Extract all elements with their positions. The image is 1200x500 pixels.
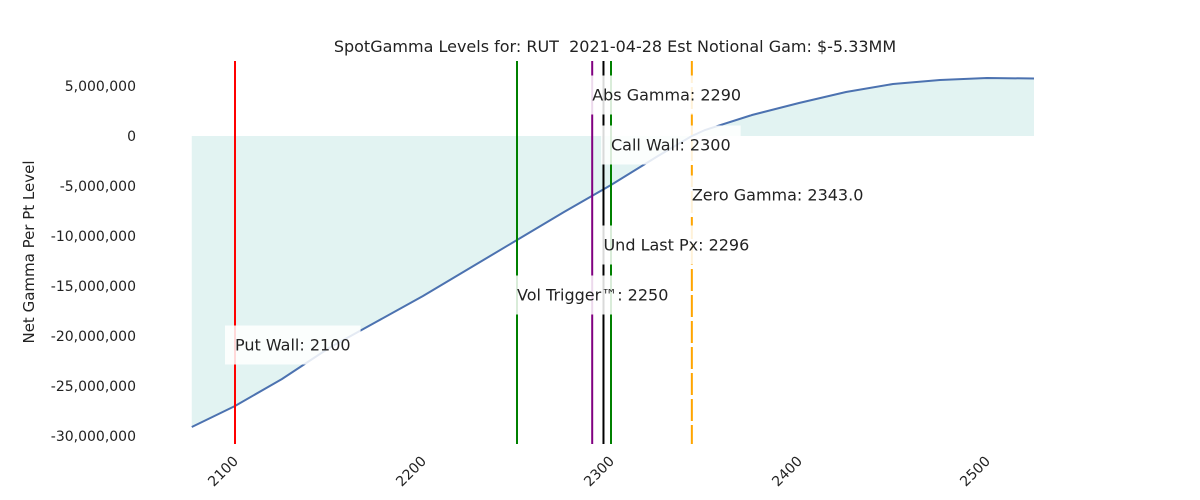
level-label: Put Wall: 2100 bbox=[235, 336, 351, 355]
y-tick-label: -15,000,000 bbox=[51, 279, 136, 295]
y-tick-label: -10,000,000 bbox=[51, 229, 136, 245]
level-label: Und Last Px: 2296 bbox=[603, 236, 749, 255]
level-annotation: Put Wall: 2100 bbox=[225, 325, 361, 365]
y-tick-label: -5,000,000 bbox=[60, 179, 136, 195]
level-label: Vol Trigger™: 2250 bbox=[517, 286, 668, 305]
level-annotation: Abs Gamma: 2290 bbox=[582, 75, 752, 115]
x-tick-label: 2500 bbox=[957, 454, 994, 491]
label-background bbox=[681, 175, 874, 215]
label-background bbox=[593, 225, 760, 265]
label-background bbox=[225, 325, 361, 365]
level-label: Call Wall: 2300 bbox=[611, 136, 731, 155]
level-annotation: Vol Trigger™: 2250 bbox=[507, 275, 679, 315]
label-background bbox=[601, 125, 741, 165]
y-tick-label: -25,000,000 bbox=[51, 379, 136, 395]
label-background bbox=[582, 75, 752, 115]
y-tick-label: -20,000,000 bbox=[51, 329, 136, 345]
level-label: Abs Gamma: 2290 bbox=[592, 86, 741, 105]
y-tick-label: 0 bbox=[127, 129, 136, 145]
y-axis-label: Net Gamma Per Pt Level bbox=[20, 160, 38, 343]
y-tick-label: -30,000,000 bbox=[51, 429, 136, 445]
x-tick-label: 2300 bbox=[581, 454, 618, 491]
x-tick-label: 2400 bbox=[769, 454, 806, 491]
x-tick-label: 2200 bbox=[393, 454, 430, 491]
chart-title: SpotGamma Levels for: RUT 2021-04-28 Est… bbox=[334, 37, 896, 56]
x-tick-label: 2100 bbox=[205, 454, 242, 491]
level-label: Zero Gamma: 2343.0 bbox=[692, 186, 864, 205]
area-fill bbox=[191, 78, 1034, 427]
level-annotation: Und Last Px: 2296 bbox=[593, 225, 760, 265]
level-annotation: Call Wall: 2300 bbox=[601, 125, 741, 165]
level-annotation: Zero Gamma: 2343.0 bbox=[681, 175, 874, 215]
label-background bbox=[507, 275, 679, 315]
y-tick-label: 5,000,000 bbox=[65, 79, 136, 95]
